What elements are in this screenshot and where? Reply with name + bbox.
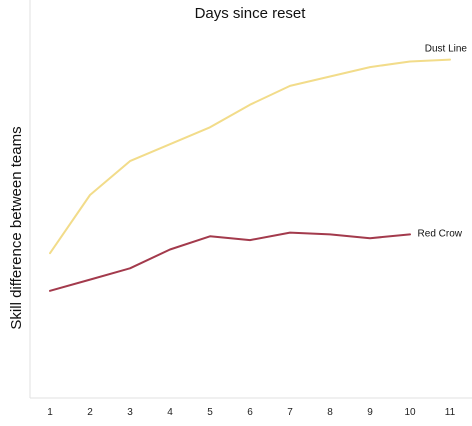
x-tick-label-2: 2	[87, 407, 93, 418]
series-line-red-crow	[49, 231, 411, 292]
x-tick-label-11: 11	[445, 407, 456, 418]
x-tick-label-4: 4	[167, 407, 173, 418]
series-lines	[49, 58, 451, 292]
series-label-red-crow: Red Crow	[418, 228, 463, 239]
x-tick-label-7: 7	[287, 407, 293, 418]
y-axis-label: Skill difference between teams	[8, 126, 25, 329]
chart-title: Days since reset	[195, 5, 307, 22]
series-label-dust-line: Dust Line	[425, 44, 468, 55]
x-tick-labels: 1 2 3 4 5 6 7 8 9 10 11	[47, 407, 455, 418]
series-labels: Dust Line Red Crow	[418, 44, 468, 240]
x-tick-label-3: 3	[127, 407, 133, 418]
x-tick-label-5: 5	[207, 407, 213, 418]
series-line-dust-line	[49, 58, 451, 255]
x-tick-label-9: 9	[367, 407, 373, 418]
x-tick-label-1: 1	[47, 407, 53, 418]
x-tick-label-10: 10	[404, 407, 416, 418]
x-tick-label-6: 6	[247, 407, 253, 418]
x-tick-label-8: 8	[327, 407, 333, 418]
